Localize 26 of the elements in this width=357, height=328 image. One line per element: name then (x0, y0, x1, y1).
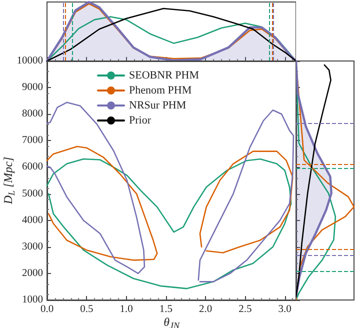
line-series (46, 158, 292, 290)
legend-label: NRSur PHM (129, 100, 186, 112)
x-tick-label: 0.5 (80, 304, 94, 315)
y-tick-label: 9000 (22, 82, 43, 94)
y-tick-label: 4000 (22, 214, 43, 226)
y-axis-title: DL [Mpc] (1, 156, 16, 206)
y-tick-label: 2000 (22, 268, 43, 279)
y-tick-label: 1000 (22, 294, 43, 306)
y-tick-label: 3000 (22, 241, 43, 252)
y-tick-label: 8000 (22, 108, 43, 120)
x-tick-label: 2.5 (238, 304, 252, 315)
line-series (46, 146, 158, 261)
x-tick-label: 3.0 (278, 304, 292, 315)
legend-label: Prior (129, 114, 152, 126)
legend-label: Phenom PHM (129, 84, 192, 96)
y-tick-label: 5000 (22, 188, 43, 200)
y-tick-label: 7000 (22, 135, 43, 146)
x-tick-label: 1.5 (159, 304, 172, 315)
x-tick-label: 0.0 (40, 304, 54, 315)
x-tick-label: 1.0 (120, 304, 133, 315)
y-tick-label: 6000 (22, 162, 43, 173)
line-series (199, 150, 294, 254)
y-tick-label: 10000 (16, 56, 43, 66)
line-series (198, 109, 294, 282)
legend-label: SEOBNR PHM (129, 70, 200, 82)
x-tick-label: 2.0 (198, 304, 212, 315)
